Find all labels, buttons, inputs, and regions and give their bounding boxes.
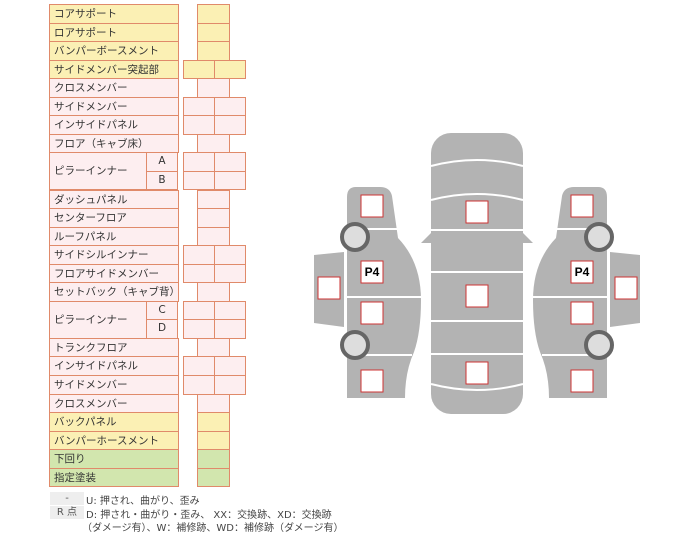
entry-cell[interactable] bbox=[214, 375, 246, 395]
damage-point-box[interactable] bbox=[360, 369, 384, 393]
row-label: バンパーホースメント bbox=[49, 430, 179, 451]
row-label: バンパーボースメント bbox=[49, 41, 179, 61]
legend-text-d2: （ダメージ有）、W：補修跡、WD：補修跡（ダメージ有） bbox=[82, 523, 344, 534]
row-label: フロアサイドメンバー bbox=[49, 263, 179, 284]
damage-point-box[interactable] bbox=[570, 301, 594, 325]
top-view bbox=[421, 133, 533, 414]
wheel-icons bbox=[340, 222, 614, 360]
damage-point-box[interactable] bbox=[360, 194, 384, 218]
row-sublabel: A bbox=[146, 152, 178, 172]
row-label: サイドメンバー bbox=[49, 96, 179, 117]
entry-cell[interactable] bbox=[214, 59, 246, 80]
damage-point-box[interactable] bbox=[570, 194, 594, 218]
damage-point-box[interactable] bbox=[614, 276, 638, 300]
damage-point-box[interactable] bbox=[360, 301, 384, 325]
row-sublabel: C bbox=[146, 300, 178, 321]
legend-key-dash: - bbox=[50, 492, 84, 505]
row-label: クロスメンバー bbox=[49, 78, 179, 98]
damage-point-box[interactable] bbox=[570, 260, 594, 284]
damage-point-box[interactable] bbox=[360, 260, 384, 284]
row-label: センターフロア bbox=[49, 208, 179, 228]
entry-cell[interactable] bbox=[197, 467, 230, 488]
row-label: ピラーインナー bbox=[49, 152, 147, 191]
right-p4-marker: P4 bbox=[575, 265, 590, 279]
left-p4-marker: P4 bbox=[365, 265, 380, 279]
entry-cell[interactable] bbox=[214, 170, 246, 191]
entry-cell[interactable] bbox=[214, 263, 246, 284]
row-label: クロスメンバー bbox=[49, 393, 179, 414]
legend-key-r: R 点 bbox=[50, 506, 84, 519]
row-label: サイドメンバー突起部 bbox=[49, 59, 179, 80]
legend-text-d: D: 押され・曲がり・歪み、 XX：交換跡、XD：交換跡 bbox=[86, 510, 332, 521]
row-label: ピラーインナー bbox=[49, 300, 147, 339]
row-label: バックパネル bbox=[49, 412, 179, 432]
entry-cell[interactable] bbox=[214, 115, 246, 135]
damage-point-box[interactable] bbox=[570, 369, 594, 393]
row-label: フロア（キャブ床） bbox=[49, 133, 179, 154]
row-label: インサイドパネル bbox=[49, 115, 179, 135]
damage-point-box[interactable] bbox=[465, 361, 489, 385]
damage-point-box[interactable] bbox=[465, 200, 489, 224]
damage-point-box[interactable] bbox=[465, 284, 489, 308]
damage-point-box[interactable] bbox=[317, 276, 341, 300]
row-label: 指定塗装 bbox=[49, 467, 179, 488]
entry-cell[interactable] bbox=[214, 319, 246, 339]
legend-text-u: U: 押され、曲がり、歪み bbox=[86, 496, 200, 507]
row-label: サイドシルインナー bbox=[49, 245, 179, 265]
